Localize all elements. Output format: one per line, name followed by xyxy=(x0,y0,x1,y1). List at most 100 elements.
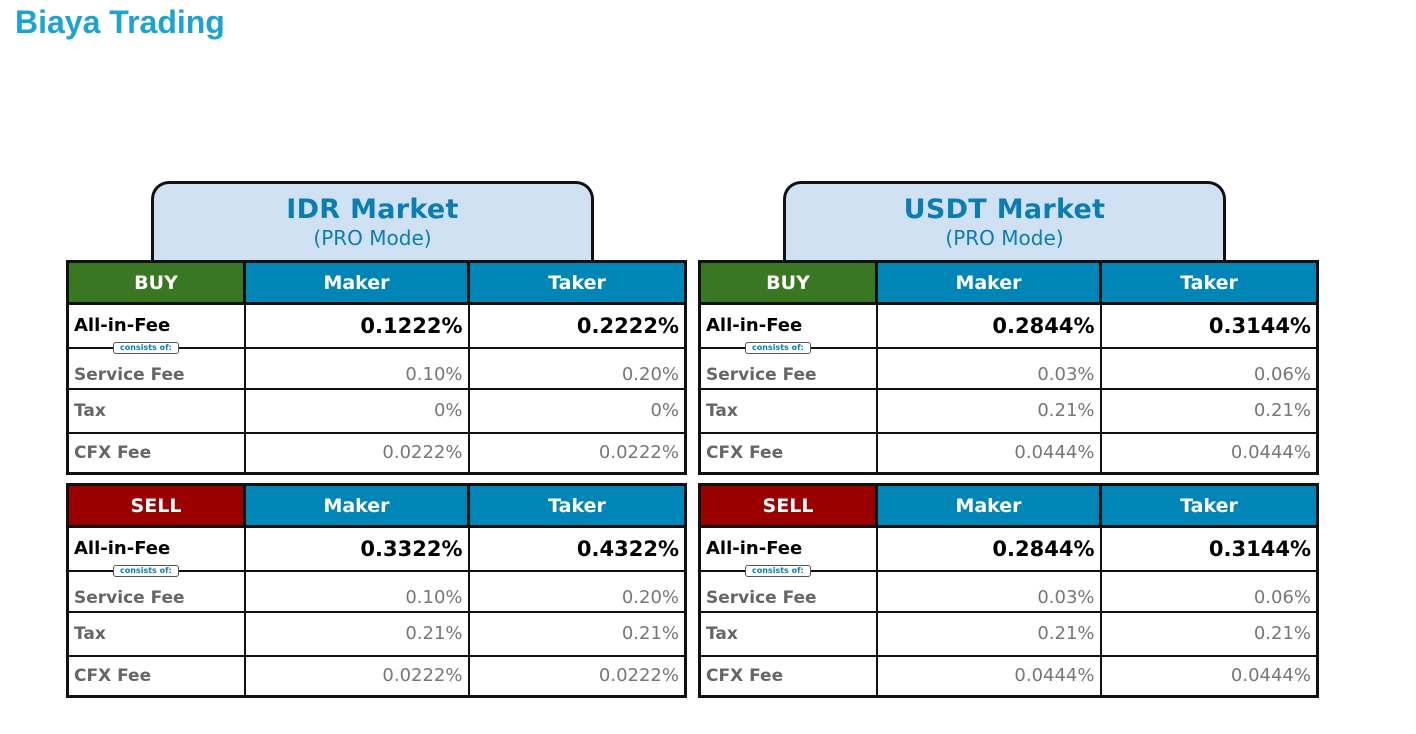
table-row-service: Service Fee 0.03% 0.06% xyxy=(698,569,1319,613)
taker-value: 0.06% xyxy=(1099,346,1319,390)
table-row-service: Service Fee 0.10% 0.20% xyxy=(66,569,687,613)
maker-value: 0.21% xyxy=(243,610,470,657)
table-header: SELL Maker Taker xyxy=(698,483,1319,528)
row-label-text: Service Fee xyxy=(74,587,185,608)
table-row-all_in: All-in-Fee consists of: 0.3322% 0.4322% xyxy=(66,525,687,577)
taker-value: 0% xyxy=(467,387,687,434)
row-label-text: CFX Fee xyxy=(706,442,784,463)
taker-value: 0.21% xyxy=(1099,610,1319,657)
maker-value: 0.2844% xyxy=(875,525,1102,572)
market-tab: USDT Market (PRO Mode) xyxy=(783,181,1226,260)
taker-value: 0.2222% xyxy=(467,302,687,349)
row-label-text: CFX Fee xyxy=(74,442,152,463)
row-label: CFX Fee xyxy=(698,431,878,475)
market-mode: (PRO Mode) xyxy=(945,226,1064,250)
taker-value: 0.21% xyxy=(1099,387,1319,434)
row-label-text: Tax xyxy=(706,400,738,421)
table-row-all_in: All-in-Fee consists of: 0.2844% 0.3144% xyxy=(698,525,1319,577)
maker-value: 0.03% xyxy=(875,569,1102,613)
taker-header: Taker xyxy=(1099,483,1319,528)
table-row-cfx: CFX Fee 0.0444% 0.0444% xyxy=(698,654,1319,698)
consists-of-badge: consists of: xyxy=(113,564,179,577)
table-row-tax: Tax 0% 0% xyxy=(66,387,687,434)
side-header: BUY xyxy=(66,260,246,305)
row-label: CFX Fee xyxy=(698,654,878,698)
row-label: Tax xyxy=(66,387,246,434)
row-label-text: Tax xyxy=(74,623,106,644)
taker-value: 0.06% xyxy=(1099,569,1319,613)
market-mode: (PRO Mode) xyxy=(313,226,432,250)
maker-value: 0% xyxy=(243,387,470,434)
row-label: Tax xyxy=(66,610,246,657)
market-name: USDT Market xyxy=(903,194,1106,225)
fee-table-sell: SELL Maker Taker All-in-Fee consists of: … xyxy=(698,483,1319,698)
taker-header: Taker xyxy=(1099,260,1319,305)
consists-of-badge: consists of: xyxy=(745,564,811,577)
taker-value: 0.4322% xyxy=(467,525,687,572)
maker-value: 0.3322% xyxy=(243,525,470,572)
fee-table-buy: BUY Maker Taker All-in-Fee consists of: 0… xyxy=(66,260,687,475)
taker-value: 0.20% xyxy=(467,346,687,390)
maker-header: Maker xyxy=(243,483,470,528)
row-label: All-in-Fee consists of: xyxy=(66,525,246,577)
table-row-tax: Tax 0.21% 0.21% xyxy=(66,610,687,657)
row-label-text: All-in-Fee xyxy=(706,538,803,560)
row-label: Service Fee xyxy=(698,346,878,390)
row-label: CFX Fee xyxy=(66,431,246,475)
table-row-tax: Tax 0.21% 0.21% xyxy=(698,387,1319,434)
row-label-text: All-in-Fee xyxy=(74,538,171,560)
row-label: Tax xyxy=(698,610,878,657)
taker-value: 0.3144% xyxy=(1099,525,1319,572)
maker-value: 0.2844% xyxy=(875,302,1102,349)
table-header: BUY Maker Taker xyxy=(698,260,1319,305)
row-label-text: Service Fee xyxy=(706,587,817,608)
market-tab: IDR Market (PRO Mode) xyxy=(151,181,594,260)
taker-header: Taker xyxy=(467,483,687,528)
table-row-cfx: CFX Fee 0.0222% 0.0222% xyxy=(66,431,687,475)
table-row-all_in: All-in-Fee consists of: 0.2844% 0.3144% xyxy=(698,302,1319,354)
row-label: All-in-Fee consists of: xyxy=(698,302,878,354)
row-label: Service Fee xyxy=(66,569,246,613)
maker-header: Maker xyxy=(875,483,1102,528)
table-row-cfx: CFX Fee 0.0222% 0.0222% xyxy=(66,654,687,698)
maker-header: Maker xyxy=(243,260,470,305)
maker-value: 0.1222% xyxy=(243,302,470,349)
maker-value: 0.10% xyxy=(243,569,470,613)
side-header: SELL xyxy=(698,483,878,528)
row-label: CFX Fee xyxy=(66,654,246,698)
maker-value: 0.0222% xyxy=(243,654,470,698)
market-name: IDR Market xyxy=(286,194,459,225)
maker-value: 0.10% xyxy=(243,346,470,390)
table-header: SELL Maker Taker xyxy=(66,483,687,528)
row-label: Service Fee xyxy=(698,569,878,613)
taker-value: 0.20% xyxy=(467,569,687,613)
row-label-text: All-in-Fee xyxy=(74,315,171,337)
row-label: Service Fee xyxy=(66,346,246,390)
taker-value: 0.0444% xyxy=(1099,431,1319,475)
row-label-text: Tax xyxy=(74,400,106,421)
consists-of-badge: consists of: xyxy=(113,341,179,354)
row-label-text: Service Fee xyxy=(706,364,817,385)
fee-table-sell: SELL Maker Taker All-in-Fee consists of: … xyxy=(66,483,687,698)
side-header: BUY xyxy=(698,260,878,305)
fee-table-buy: BUY Maker Taker All-in-Fee consists of: 0… xyxy=(698,260,1319,475)
row-label-text: CFX Fee xyxy=(74,665,152,686)
row-label-text: Tax xyxy=(706,623,738,644)
maker-value: 0.0222% xyxy=(243,431,470,475)
maker-header: Maker xyxy=(875,260,1102,305)
table-row-tax: Tax 0.21% 0.21% xyxy=(698,610,1319,657)
taker-value: 0.0222% xyxy=(467,431,687,475)
row-label-text: All-in-Fee xyxy=(706,315,803,337)
table-row-all_in: All-in-Fee consists of: 0.1222% 0.2222% xyxy=(66,302,687,354)
row-label: All-in-Fee consists of: xyxy=(66,302,246,354)
taker-value: 0.0444% xyxy=(1099,654,1319,698)
side-header: SELL xyxy=(66,483,246,528)
table-row-service: Service Fee 0.10% 0.20% xyxy=(66,346,687,390)
row-label: Tax xyxy=(698,387,878,434)
row-label: All-in-Fee consists of: xyxy=(698,525,878,577)
taker-value: 0.21% xyxy=(467,610,687,657)
table-header: BUY Maker Taker xyxy=(66,260,687,305)
maker-value: 0.0444% xyxy=(875,654,1102,698)
maker-value: 0.21% xyxy=(875,610,1102,657)
taker-value: 0.0222% xyxy=(467,654,687,698)
